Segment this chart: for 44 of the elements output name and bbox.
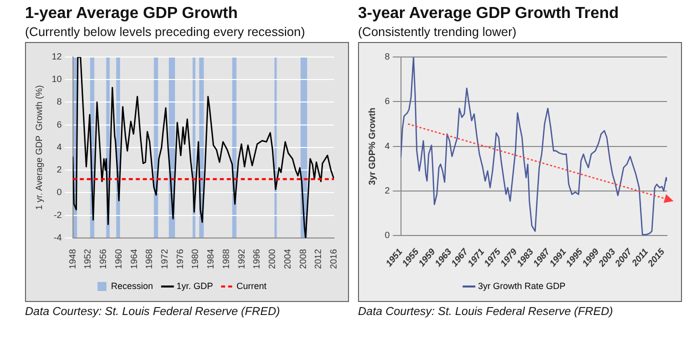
- y-axis-title: 3yr GDP% Growth: [366, 108, 377, 186]
- y-tick-label: 8: [384, 51, 390, 62]
- y-tick-label: 2: [56, 164, 62, 175]
- x-tick-label: 2008: [298, 248, 308, 270]
- legend-label: 3yr Growth Rate GDP: [478, 280, 566, 291]
- chart-title: 3-year Average GDP Growth Trend: [358, 5, 620, 23]
- y-tick-label: 0: [56, 187, 62, 198]
- x-tick-label: 2012: [313, 248, 324, 270]
- x-tick-label: 1972: [159, 248, 170, 270]
- chart-title: 1-year Average GDP Growth: [25, 5, 239, 23]
- legend-label: Current: [236, 280, 268, 291]
- chart-subtitle: (Consistently trending lower): [358, 25, 518, 39]
- y-tick-label: 6: [56, 119, 62, 130]
- y-tick-label: 4: [56, 142, 62, 152]
- x-tick-label: 1952: [82, 248, 93, 270]
- text: Data Courtesy: St. Louis Federal Reserve (FRED): [358, 306, 614, 318]
- x-tick-label: 1964: [128, 248, 139, 270]
- x-tick-label: 2004: [282, 248, 292, 270]
- x-tick-label: 1976: [174, 248, 185, 270]
- y-tick-label: 2: [384, 186, 390, 196]
- x-tick-label: 1980: [190, 248, 200, 270]
- x-tick-label: 1984: [206, 248, 216, 270]
- y-tick-label: -2: [54, 210, 62, 220]
- x-tick-label: 1960: [113, 248, 124, 270]
- y-tick-label: 12: [52, 51, 62, 62]
- y-tick-label: 8: [56, 96, 62, 107]
- x-tick-label: 1988: [220, 248, 231, 270]
- x-tick-label: 1948: [67, 248, 78, 270]
- y-tick-label: -4: [54, 232, 62, 242]
- x-tick-label: 1996: [252, 248, 262, 270]
- x-tick-label: 1992: [236, 248, 246, 270]
- x-tick-label: 1968: [144, 248, 154, 270]
- y-tick-label: 4: [384, 140, 390, 151]
- text: Data Courtesy: St. Louis Federal Reserve (FRED): [25, 306, 282, 318]
- y-tick-label: 10: [52, 74, 62, 84]
- chart-subtitle: (Currently below levels preceding every recession): [25, 25, 306, 39]
- y-tick-label: 0: [384, 230, 390, 240]
- x-tick-label: 2000: [267, 248, 278, 270]
- y-axis-title: 1 yr. Average GDP Growth (%): [34, 85, 44, 210]
- legend-label: Recession: [110, 280, 154, 291]
- x-tick-label: 1956: [98, 248, 108, 270]
- y-tick-label: 6: [384, 96, 390, 106]
- legend-label: 1yr. GDP: [176, 280, 214, 291]
- x-tick-label: 2016: [328, 248, 338, 270]
